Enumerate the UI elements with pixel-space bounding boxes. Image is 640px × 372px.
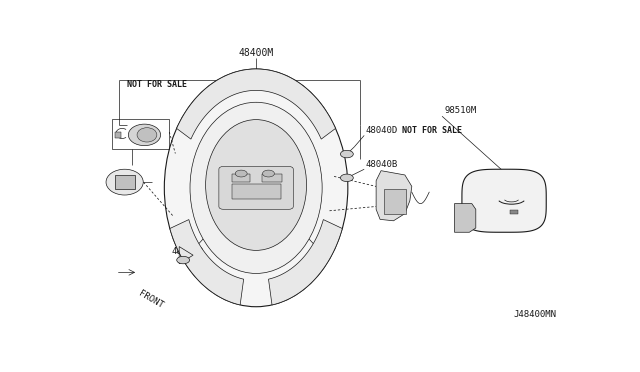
FancyBboxPatch shape [232,174,250,182]
FancyBboxPatch shape [510,210,518,214]
Circle shape [236,170,247,177]
Polygon shape [376,171,412,221]
Circle shape [177,256,189,264]
Polygon shape [170,219,244,305]
FancyBboxPatch shape [115,132,121,138]
Ellipse shape [106,169,143,195]
Circle shape [262,170,275,177]
Text: 48040B: 48040B [365,160,397,169]
Circle shape [340,174,353,182]
Ellipse shape [190,102,322,273]
Polygon shape [269,219,342,305]
Ellipse shape [129,124,161,145]
Circle shape [340,150,353,158]
Text: FRONT: FRONT [137,289,165,310]
Ellipse shape [164,69,348,307]
FancyBboxPatch shape [383,189,406,214]
Text: 48040D: 48040D [365,126,397,135]
FancyBboxPatch shape [115,175,134,189]
Ellipse shape [137,128,157,142]
FancyBboxPatch shape [262,174,282,182]
FancyBboxPatch shape [232,183,281,199]
Text: 98510M: 98510M [445,106,477,115]
Text: J48400MN: J48400MN [513,310,556,319]
Text: NOT FOR SALE: NOT FOR SALE [127,80,187,89]
FancyBboxPatch shape [219,166,293,209]
Text: 48400M: 48400M [239,48,274,58]
Ellipse shape [205,120,307,250]
Polygon shape [462,169,547,232]
Polygon shape [454,203,476,232]
Text: NOT FOR SALE: NOT FOR SALE [403,126,463,135]
Text: 48040D: 48040D [172,247,204,256]
Polygon shape [177,69,335,139]
